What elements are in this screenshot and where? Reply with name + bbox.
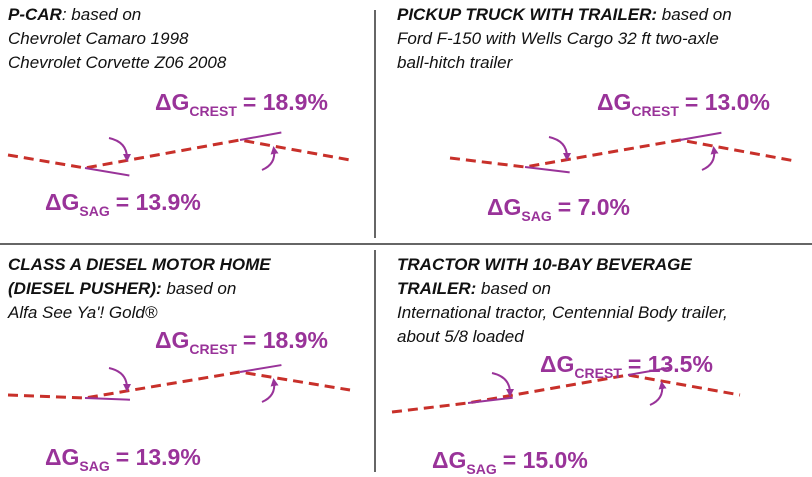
sag-label: ΔGSAG = 13.9% bbox=[45, 189, 201, 219]
panel-heading: TRAILER: based on bbox=[397, 279, 551, 298]
road-profile bbox=[7, 138, 351, 170]
grade-extension bbox=[84, 167, 130, 177]
value: = 18.9% bbox=[243, 327, 328, 353]
sag-label: ΔGSAG = 7.0% bbox=[487, 194, 630, 224]
grade-extension bbox=[239, 131, 282, 141]
symbol: ΔG bbox=[487, 194, 521, 220]
grade-extension bbox=[467, 396, 513, 404]
angle-arrow bbox=[491, 372, 514, 397]
grade-extension bbox=[524, 166, 570, 174]
description-line: Alfa See Ya'! Gold® bbox=[7, 303, 158, 322]
value: = 15.0% bbox=[503, 447, 588, 473]
title: CLASS A DIESEL MOTOR HOME bbox=[8, 255, 271, 274]
grade-extension bbox=[679, 131, 722, 141]
title: TRAILER: bbox=[397, 279, 476, 298]
road-profile bbox=[7, 370, 351, 400]
value: = 7.0% bbox=[558, 194, 630, 220]
sag-label: ΔGSAG = 15.0% bbox=[432, 447, 588, 477]
crest-label: ΔGCREST = 18.9% bbox=[155, 89, 328, 119]
crest-label: ΔGCREST = 13.0% bbox=[597, 89, 770, 119]
angle-arrow bbox=[701, 146, 719, 171]
title-suffix: based on bbox=[162, 279, 237, 298]
symbol: ΔG bbox=[540, 351, 574, 377]
panel-heading: P-CAR: based on bbox=[8, 5, 141, 24]
title-suffix: : based on bbox=[62, 5, 141, 24]
subscript: SAG bbox=[521, 208, 551, 224]
crest-label: ΔGCREST = 13.5% bbox=[540, 351, 713, 381]
subscript: CREST bbox=[189, 103, 237, 119]
angle-arrow bbox=[108, 367, 131, 392]
description-line: about 5/8 loaded bbox=[397, 327, 524, 346]
description-line: Ford F-150 with Wells Cargo 32 ft two-ax… bbox=[397, 29, 719, 48]
description-line: Chevrolet Camaro 1998 bbox=[8, 29, 189, 48]
panel-heading: TRACTOR WITH 10-BAY BEVERAGE bbox=[397, 255, 692, 274]
value: = 13.9% bbox=[116, 189, 201, 215]
angle-arrow bbox=[261, 378, 279, 403]
grade-extension bbox=[84, 397, 131, 401]
symbol: ΔG bbox=[155, 327, 189, 353]
subscript: SAG bbox=[466, 461, 496, 477]
symbol: ΔG bbox=[155, 89, 189, 115]
road-profile bbox=[391, 373, 741, 414]
title-suffix: based on bbox=[657, 5, 732, 24]
title: (DIESEL PUSHER): bbox=[8, 279, 162, 298]
subscript: CREST bbox=[189, 341, 237, 357]
angle-arrow bbox=[261, 146, 279, 171]
panel-heading: PICKUP TRUCK WITH TRAILER: based on bbox=[397, 5, 732, 24]
angle-arrow bbox=[108, 137, 131, 162]
subscript: CREST bbox=[574, 365, 622, 381]
symbol: ΔG bbox=[432, 447, 466, 473]
title: P-CAR bbox=[8, 5, 63, 24]
subscript: SAG bbox=[79, 203, 109, 219]
grade-extension bbox=[239, 364, 282, 373]
panel-heading: (DIESEL PUSHER): based on bbox=[8, 279, 236, 298]
description-line: ball-hitch trailer bbox=[397, 53, 514, 72]
description-line: Chevrolet Corvette Z06 2008 bbox=[8, 53, 227, 72]
title: PICKUP TRUCK WITH TRAILER: bbox=[397, 5, 657, 24]
description-line: International tractor, Centennial Body t… bbox=[397, 303, 728, 322]
value: = 13.5% bbox=[628, 351, 713, 377]
symbol: ΔG bbox=[45, 189, 79, 215]
road-profile bbox=[449, 138, 796, 169]
crest-label: ΔGCREST = 18.9% bbox=[155, 327, 328, 357]
value: = 18.9% bbox=[243, 89, 328, 115]
subscript: SAG bbox=[79, 458, 109, 474]
angle-arrow bbox=[548, 136, 571, 161]
title-suffix: based on bbox=[476, 279, 551, 298]
value: = 13.9% bbox=[116, 444, 201, 470]
panel-heading: CLASS A DIESEL MOTOR HOME bbox=[8, 255, 271, 274]
title: TRACTOR WITH 10-BAY BEVERAGE bbox=[397, 255, 692, 274]
subscript: CREST bbox=[631, 103, 679, 119]
grade-extension bbox=[627, 366, 670, 376]
angle-arrow bbox=[649, 381, 667, 406]
sag-label: ΔGSAG = 13.9% bbox=[45, 444, 201, 474]
symbol: ΔG bbox=[597, 89, 631, 115]
symbol: ΔG bbox=[45, 444, 79, 470]
value: = 13.0% bbox=[685, 89, 770, 115]
